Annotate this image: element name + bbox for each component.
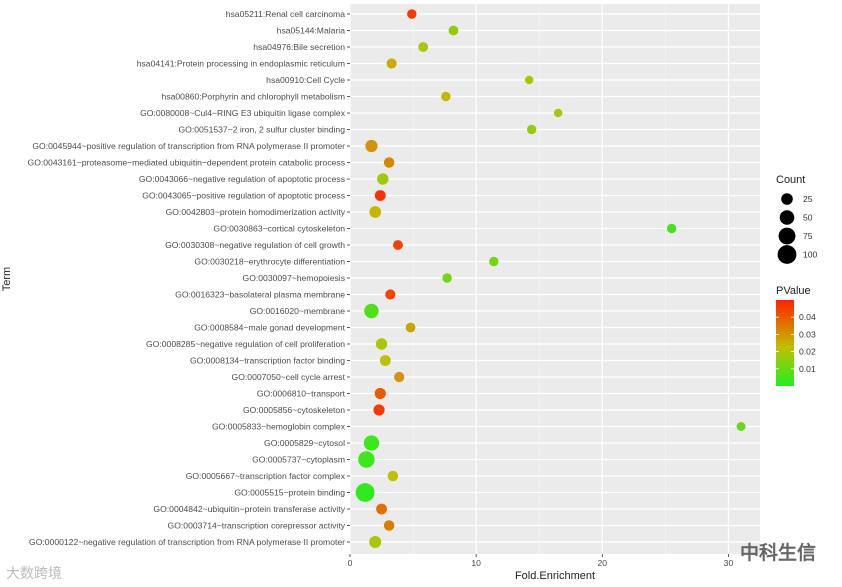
term-label: GO:0005829~cytosol — [264, 438, 345, 448]
data-point — [405, 322, 416, 333]
count-legend-key — [779, 210, 795, 225]
data-point — [355, 483, 375, 502]
data-point — [375, 338, 388, 350]
x-tick-label: 30 — [724, 558, 734, 568]
term-label: GO:0016323~basolateral plasma membrane — [175, 290, 345, 300]
count-legend-label: 75 — [803, 231, 813, 241]
count-legend-label: 100 — [803, 250, 818, 260]
data-point — [373, 404, 385, 416]
count-legend-key — [777, 245, 797, 264]
term-label: GO:0045944~positive regulation of transc… — [32, 141, 345, 151]
pvalue-legend: PValue 0.01 0.02 0.03 0.04 — [776, 285, 816, 386]
data-point — [374, 190, 386, 201]
plot-panel — [350, 4, 760, 554]
term-label: GO:0005833~hemoglobin complex — [212, 422, 346, 432]
term-label: GO:0030097~hemopoiesis — [243, 273, 345, 283]
data-point — [385, 289, 396, 300]
term-label: GO:0042803~protein homodimerization acti… — [166, 207, 346, 217]
term-label: GO:0005515~protein binding — [234, 488, 345, 498]
x-axis-title: Fold.Enrichment — [515, 570, 595, 582]
count-legend: Count 25 50 75 100 — [776, 174, 818, 264]
x-tick-label: 10 — [471, 558, 481, 568]
term-label: GO:0030308~negative regulation of cell g… — [165, 240, 345, 250]
term-label: GO:0005667~transcription factor complex — [186, 471, 346, 481]
term-label: GO:0003714~transcription corepressor act… — [168, 521, 346, 531]
data-point — [363, 435, 380, 451]
data-point — [387, 470, 399, 482]
count-legend-key — [778, 227, 796, 245]
data-point — [524, 75, 534, 85]
pvalue-legend-label: 0.02 — [799, 347, 816, 357]
term-label: GO:0030863~cortical cytoskeleton — [213, 224, 345, 234]
term-label: GO:0000122~negative regulation of transc… — [29, 537, 345, 547]
term-label: hsa05211:Renal cell carcinoma — [226, 9, 345, 19]
count-legend-label: 25 — [803, 194, 813, 204]
count-legend-title: Count — [776, 174, 805, 186]
data-point — [418, 42, 429, 52]
term-label: GO:0080008~Cul4−RING E3 ubiquitin ligase… — [140, 108, 346, 118]
data-point — [377, 173, 389, 185]
term-label: GO:0030218~erythrocyte differentiation — [194, 257, 345, 267]
data-points — [355, 9, 746, 549]
watermark-corner: 大数跨境 — [6, 566, 62, 582]
watermark-brand: 中科生信 — [739, 542, 816, 564]
pvalue-colorbar — [776, 300, 794, 386]
pvalue-legend-title: PValue — [776, 285, 811, 297]
term-label: GO:0043065~positive regulation of apopto… — [142, 191, 345, 201]
term-label: hsa04141:Protein processing in endoplasm… — [137, 59, 345, 69]
data-point — [379, 355, 391, 366]
data-point — [364, 303, 379, 319]
data-point — [386, 58, 397, 69]
term-label: GO:0005856~cytoskeleton — [243, 405, 345, 415]
x-axis-ticks: 0 10 20 30 — [348, 554, 734, 568]
term-labels: hsa05211:Renal cell carcinoma hsa05144:Ma… — [28, 9, 350, 547]
pvalue-legend-label: 0.03 — [799, 329, 816, 339]
data-point — [407, 9, 417, 19]
term-label: GO:0007050~cell cycle arrest — [232, 372, 346, 382]
x-tick-label: 20 — [598, 558, 608, 568]
data-point — [441, 91, 451, 102]
data-point — [666, 223, 677, 234]
term-label: GO:0005737~cytoplasm — [252, 455, 345, 465]
pvalue-legend-label: 0.01 — [799, 364, 816, 374]
pvalue-legend-label: 0.04 — [799, 312, 816, 322]
data-point — [369, 206, 382, 218]
y-axis-title: Term — [1, 267, 13, 291]
term-label: GO:0051537~2 iron, 2 sulfur cluster bind… — [179, 125, 346, 135]
data-point — [442, 273, 452, 283]
x-tick-label: 0 — [348, 558, 353, 568]
data-point — [489, 256, 499, 267]
count-legend-label: 50 — [803, 213, 813, 223]
data-point — [383, 520, 395, 531]
term-label: GO:0008584~male gonad development — [194, 323, 345, 333]
term-label: GO:0008285~negative regulation of cell p… — [146, 339, 345, 349]
data-point — [526, 124, 537, 135]
term-label: GO:0043161~proteasome−mediated ubiquitin… — [28, 158, 345, 168]
data-point — [365, 139, 378, 153]
term-label: GO:0016020~membrane — [250, 306, 346, 316]
data-point — [376, 503, 387, 515]
data-point — [383, 157, 395, 168]
data-point — [369, 535, 382, 549]
term-label: GO:0008134~transcription factor binding — [190, 356, 345, 366]
term-label: GO:0043066~negative regulation of apopto… — [139, 174, 345, 184]
data-point — [736, 422, 746, 431]
data-point — [394, 371, 405, 383]
term-label: hsa00910:Cell Cycle — [266, 75, 345, 85]
data-point — [374, 387, 386, 400]
data-point — [358, 451, 375, 468]
count-legend-key — [781, 193, 793, 205]
term-label: GO:0006810~transport — [257, 389, 346, 399]
data-point — [553, 108, 563, 118]
term-label: GO:0004842~ubiquitin−protein transferase… — [153, 504, 345, 514]
term-label: hsa04976:Bile secretion — [253, 42, 345, 52]
term-label: hsa00860:Porphyrin and chlorophyll metab… — [162, 92, 345, 102]
data-point — [448, 25, 459, 36]
data-point — [393, 240, 403, 250]
term-label: hsa05144:Malaria — [277, 26, 346, 36]
